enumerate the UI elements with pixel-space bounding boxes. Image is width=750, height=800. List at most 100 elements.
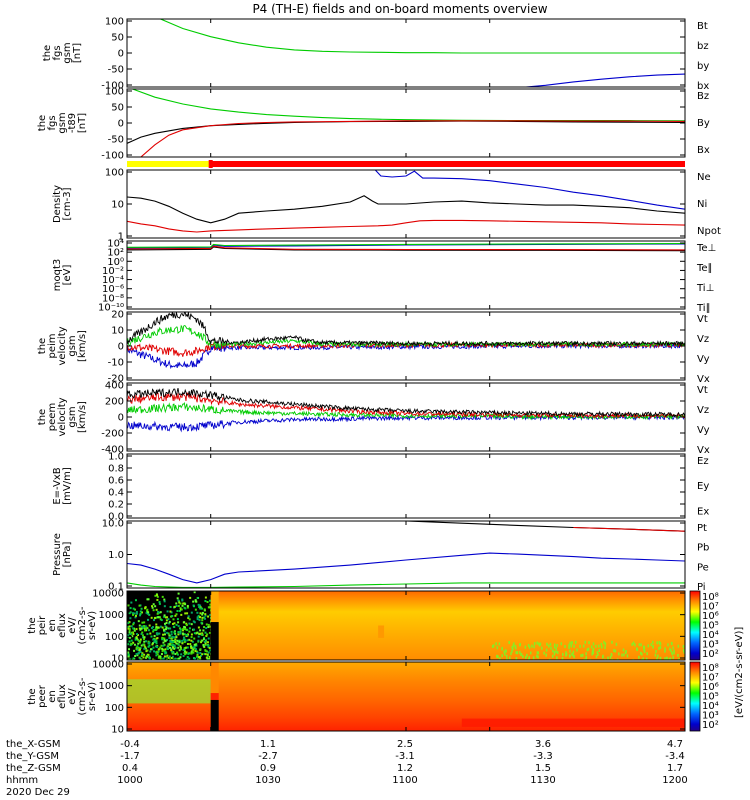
legend-Pe: Pe	[697, 562, 709, 573]
x-value: -0.4	[120, 739, 140, 750]
legend-Vt: Vt	[697, 385, 708, 396]
ylabel-line: [mV/m]	[62, 467, 73, 505]
spectro-pixel	[204, 632, 206, 634]
spectro-pixel	[197, 616, 199, 618]
spectro-pixel	[152, 647, 154, 649]
spectro-pixel	[537, 651, 539, 654]
spectro-pixel	[562, 657, 564, 660]
spectro-pixel	[511, 650, 512, 653]
ylabel-line: [cm-3]	[62, 187, 73, 220]
spectro-pixel	[172, 636, 174, 638]
spectro-pixel	[174, 653, 176, 655]
spectro-pixel	[153, 629, 155, 631]
spectro-pixel	[205, 653, 207, 655]
spectro-pixel	[193, 629, 195, 631]
spectro-pixel	[144, 629, 146, 631]
spectro-pixel	[201, 622, 203, 624]
spectro-pixel	[184, 603, 186, 605]
spectro-pixel	[181, 640, 183, 642]
ytick-label: 0.8	[108, 464, 124, 475]
spectro-pixel	[158, 648, 160, 650]
ytick-label: -50	[108, 65, 124, 76]
spectro-pixel	[171, 644, 173, 646]
spectro-pixel	[543, 652, 545, 655]
spectro-pixel	[174, 606, 176, 608]
spectro-pixel	[161, 619, 163, 621]
spectro-pixel	[183, 655, 185, 657]
ytick-label: -200	[101, 429, 124, 440]
legend-bz: bz	[697, 41, 709, 52]
ytick-label: 10000	[92, 589, 124, 600]
spectro-pixel	[168, 637, 170, 639]
spectro-pixel	[178, 605, 180, 607]
spectro-pixel	[149, 657, 151, 659]
spectro-pixel	[530, 651, 532, 654]
spectro-pixel	[188, 623, 190, 625]
spectro-pixel	[166, 622, 168, 624]
spectro-pixel	[207, 626, 209, 628]
spectro-pixel	[552, 649, 554, 652]
spectro-pixel	[133, 608, 135, 610]
spectro-pixel	[550, 643, 552, 646]
ytick-label: 0.2	[108, 500, 124, 511]
spectro-pixel	[180, 631, 182, 633]
spectro-pixel	[133, 657, 135, 659]
spectro-pixel	[164, 614, 166, 616]
panel-efield: 1.00.80.60.40.20.0E=-VxB [mV/m]EzEyEx	[52, 452, 709, 523]
spectro-pixel	[174, 615, 176, 617]
spectro-pixel	[131, 632, 133, 634]
spectro-pixel	[167, 618, 169, 620]
spectro-pixel	[611, 654, 613, 657]
spectro-pixel	[180, 653, 182, 655]
spectro-pixel	[145, 650, 147, 652]
x-value: 1130	[530, 775, 555, 786]
spectro-pixel	[205, 627, 207, 629]
spectro-pixel	[555, 647, 557, 650]
spectro-pixel	[157, 626, 159, 628]
spectro-pixel	[155, 623, 157, 625]
spectro-pixel	[175, 636, 177, 638]
x-value: -2.7	[258, 751, 278, 762]
panel-frame	[127, 521, 685, 588]
ytick-label: 0	[118, 119, 124, 130]
spectro-pixel	[519, 651, 521, 654]
spectro-pixel	[177, 647, 179, 649]
spectro-pixel	[146, 598, 148, 600]
spectro-pixel	[132, 627, 134, 629]
legend-Ex: Ex	[697, 506, 709, 517]
spectro-pixel	[141, 655, 143, 657]
spectro-pixel	[171, 615, 173, 617]
spectro-pixel	[136, 613, 138, 615]
spectro-pixel	[129, 617, 131, 619]
spectro-pixel	[202, 629, 204, 631]
spectro-pixel	[550, 647, 552, 650]
spectro-pixel	[190, 647, 192, 649]
ytick-label: 10	[111, 725, 124, 736]
spectro-pixel	[499, 642, 501, 645]
spectro-pixel	[157, 611, 159, 613]
spectro-pixel	[623, 648, 625, 651]
spectro-pixel	[506, 655, 508, 658]
spectro-pixel	[130, 643, 132, 645]
x-value: -3.4	[665, 751, 685, 762]
spectro-pixel	[621, 654, 623, 657]
spectro-pixel	[164, 633, 166, 635]
spectro-pixel	[160, 611, 162, 613]
spectro-pixel	[631, 643, 633, 646]
series-Bx	[127, 121, 685, 143]
spectro-pixel	[147, 611, 149, 613]
spectro-pixel	[172, 618, 174, 620]
spectro-pixel	[599, 649, 601, 652]
x-value: -1.7	[120, 751, 140, 762]
spectro-pixel	[603, 641, 605, 644]
legend-Vy: Vy	[697, 354, 710, 365]
spectro-pixel	[177, 621, 179, 623]
ylabel: E=-VxB [mV/m]	[52, 467, 73, 505]
panel-fgs: 100500-50-100the fgs gsm [nT]Btbzbybx	[42, 17, 709, 93]
plot-title: P4 (TH-E) fields and on-board moments ov…	[252, 2, 547, 16]
spectro-pixel	[189, 627, 191, 629]
spectro-pixel	[134, 655, 136, 657]
spectro-pixel	[555, 650, 557, 653]
spectro-pixel	[648, 644, 650, 647]
